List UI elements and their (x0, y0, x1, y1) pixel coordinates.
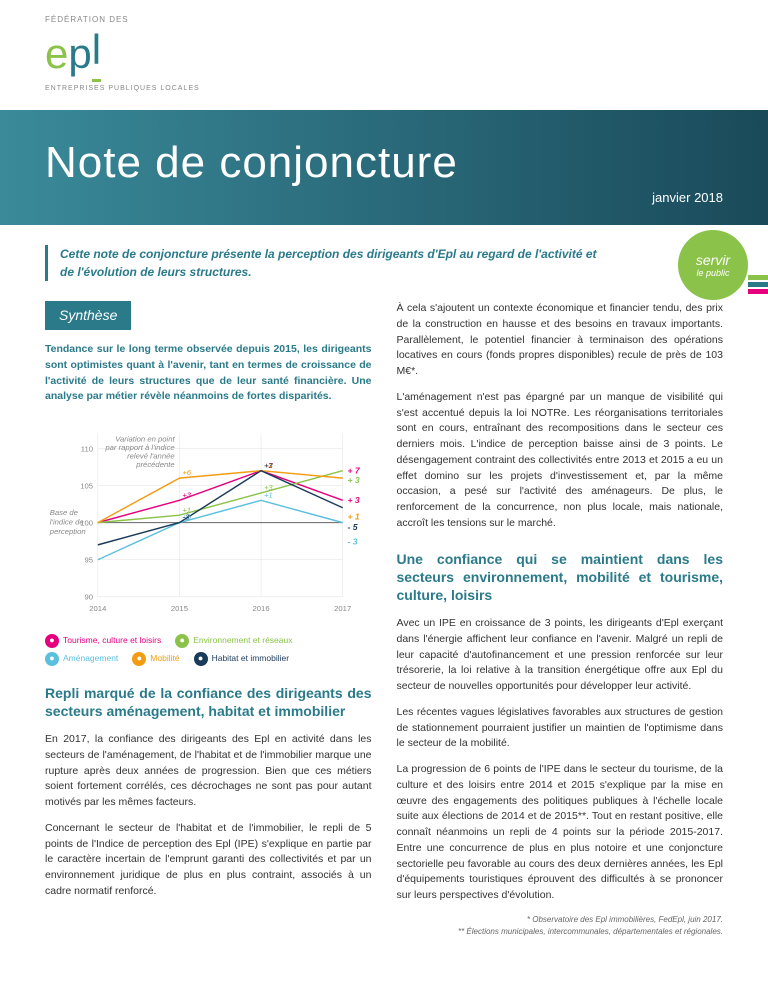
chart-svg: 90951001051102014201520162017Base del'in… (45, 420, 372, 620)
legend-icon: ● (45, 634, 59, 648)
svg-text:95: 95 (84, 556, 93, 565)
synthese-lead: Tendance sur le long terme observée depu… (45, 342, 372, 405)
color-stripes (748, 275, 768, 294)
svg-text:2014: 2014 (89, 604, 107, 613)
svg-text:+ 3: + 3 (347, 475, 359, 485)
logo-letter-p: p (68, 30, 91, 78)
legend-icon: ● (45, 652, 59, 666)
badge-line1: servir (696, 252, 730, 268)
chart-legend: ● Tourisme, culture et loisirs ● Environnem… (45, 634, 372, 666)
legend-item: ● Habitat et immobilier (194, 652, 289, 666)
logo-letter-l: l (92, 26, 101, 82)
logo-letter-e: e (45, 30, 68, 78)
section2-p3: La progression de 6 points de l'IPE dans… (397, 762, 724, 904)
col2-p1: À cela s'ajoutent un contexte économique… (397, 301, 724, 380)
svg-text:2017: 2017 (334, 604, 351, 613)
svg-text:-3: -3 (182, 513, 190, 522)
svg-text:+6: +6 (182, 468, 191, 477)
svg-text:précédente: précédente (135, 460, 174, 469)
content-columns: Synthèse Tendance sur le long terme obse… (0, 291, 768, 958)
perception-chart: 90951001051102014201520162017Base del'in… (45, 420, 372, 666)
servir-badge: servir le public (678, 230, 748, 300)
svg-text:2015: 2015 (171, 604, 188, 613)
section1-title: Repli marqué de la confiance des dirigea… (45, 684, 372, 720)
svg-text:- 5: - 5 (347, 522, 357, 532)
legend-icon: ● (194, 652, 208, 666)
section2-title: Une confiance qui se maintient dans les … (397, 550, 724, 605)
intro-text: Cette note de conjoncture présente la pe… (60, 245, 723, 281)
right-column: À cela s'ajoutent un contexte économique… (397, 301, 724, 938)
section2-p2: Les récentes vagues législatives favorab… (397, 705, 724, 752)
legend-item: ● Tourisme, culture et loisirs (45, 634, 161, 648)
svg-text:+ 7: + 7 (347, 466, 360, 476)
synthese-badge: Synthèse (45, 301, 131, 330)
svg-text:+ 1: + 1 (347, 511, 359, 521)
svg-text:Base de: Base de (50, 508, 78, 517)
legend-label: Habitat et immobilier (212, 652, 289, 665)
legend-icon: ● (132, 652, 146, 666)
logo-epl: epl (45, 26, 768, 82)
section1-p1: En 2017, la confiance des dirigeants des… (45, 732, 372, 811)
svg-text:+ 3: + 3 (347, 495, 359, 505)
badge-line2: le public (696, 268, 729, 278)
svg-text:Variation en point: Variation en point (115, 434, 175, 443)
svg-text:110: 110 (81, 444, 93, 453)
intro-accent-bar (45, 245, 48, 281)
svg-text:90: 90 (84, 593, 93, 602)
svg-text:+3: +3 (182, 490, 191, 499)
header-logo: FÉDÉRATION DES epl ENTREPRISES PUBLIQUES… (0, 0, 768, 110)
svg-text:+1: +1 (264, 490, 273, 499)
logo-federation-text: FÉDÉRATION DES (45, 15, 768, 24)
svg-text:l'indice de: l'indice de (50, 518, 84, 527)
svg-text:2016: 2016 (253, 604, 270, 613)
svg-text:perception: perception (49, 527, 86, 536)
legend-label: Environnement et réseaux (193, 634, 292, 647)
col2-p2: L'aménagement n'est pas épargné par un m… (397, 390, 724, 532)
logo-subtitle: ENTREPRISES PUBLIQUES LOCALES (45, 85, 768, 92)
legend-item: ● Mobilité (132, 652, 179, 666)
legend-item: ● Aménagement (45, 652, 118, 666)
footnote-2: ** Élections municipales, intercommunale… (397, 926, 724, 938)
stripe (748, 289, 768, 294)
section2-p1: Avec un IPE en croissance de 3 points, l… (397, 616, 724, 695)
svg-text:+3: +3 (264, 461, 273, 470)
section1-p2: Concernant le secteur de l'habitat et de… (45, 821, 372, 900)
intro-row: Cette note de conjoncture présente la pe… (0, 225, 768, 291)
svg-text:105: 105 (80, 481, 93, 490)
legend-label: Mobilité (150, 652, 179, 665)
svg-text:relevé l'année: relevé l'année (127, 452, 175, 461)
stripe (748, 275, 768, 280)
page-title: Note de conjoncture (45, 138, 723, 188)
legend-label: Aménagement (63, 652, 118, 665)
footnotes: * Observatoire des Epl immobilières, Fed… (397, 914, 724, 938)
footnote-1: * Observatoire des Epl immobilières, Fed… (397, 914, 724, 926)
hero-date: janvier 2018 (45, 190, 723, 205)
hero-banner: Note de conjoncture janvier 2018 (0, 110, 768, 225)
svg-text:par rapport à l'indice: par rapport à l'indice (104, 443, 174, 452)
legend-item: ● Environnement et réseaux (175, 634, 292, 648)
legend-label: Tourisme, culture et loisirs (63, 634, 161, 647)
legend-icon: ● (175, 634, 189, 648)
svg-text:- 3: - 3 (347, 537, 357, 547)
stripe (748, 282, 768, 287)
left-column: Synthèse Tendance sur le long terme obse… (45, 301, 372, 938)
